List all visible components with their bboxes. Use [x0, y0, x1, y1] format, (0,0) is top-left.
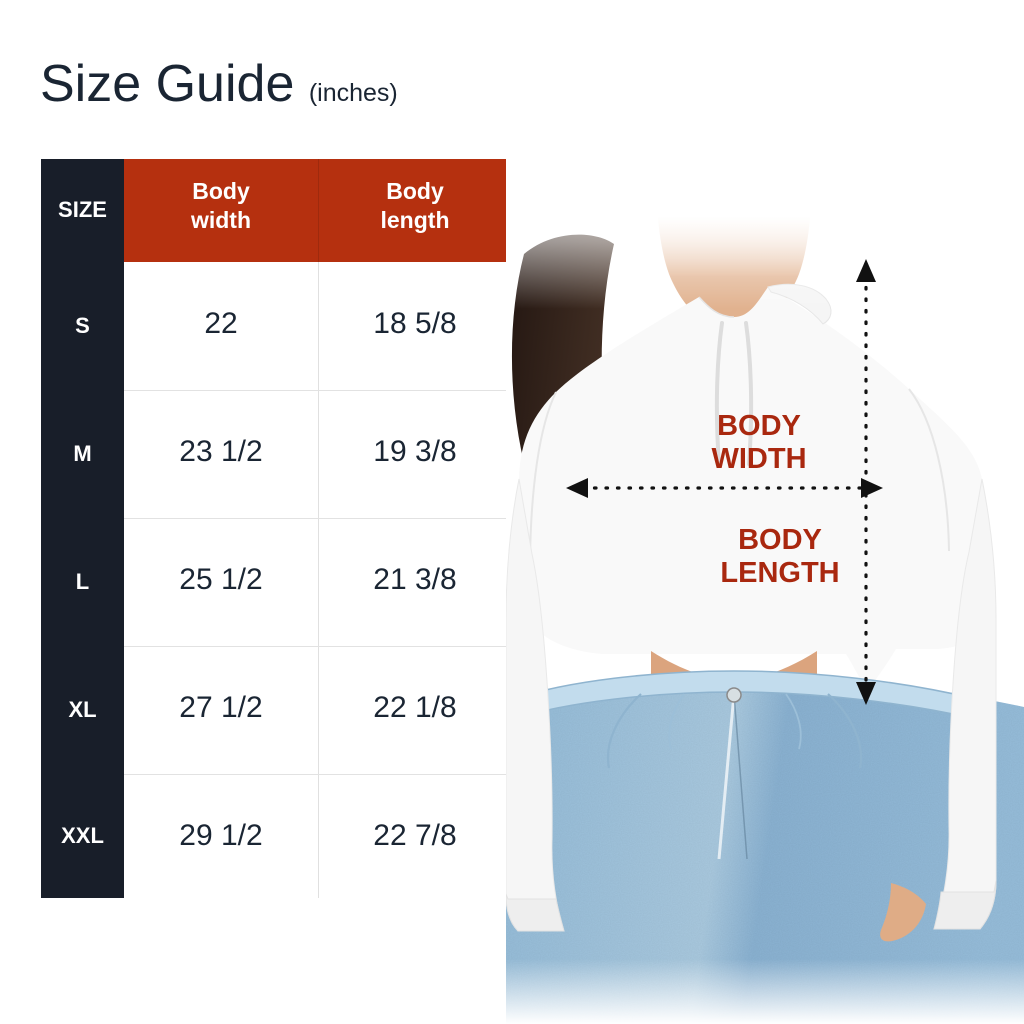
svg-text:WIDTH: WIDTH — [711, 443, 806, 475]
svg-text:BODY: BODY — [717, 410, 801, 442]
svg-text:LENGTH: LENGTH — [720, 557, 839, 589]
svg-text:BODY: BODY — [738, 524, 822, 556]
